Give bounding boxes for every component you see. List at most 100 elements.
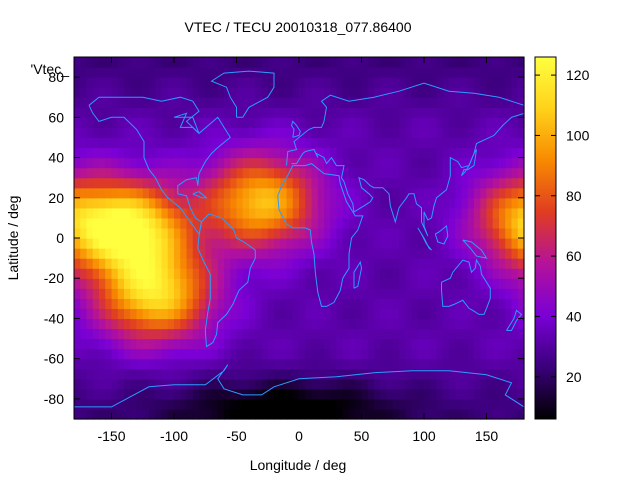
heatmap-cell	[336, 137, 344, 149]
heatmap-cell	[492, 197, 500, 209]
heatmap-cell	[436, 187, 444, 199]
heatmap-cell	[236, 227, 244, 239]
heatmap-cell	[399, 147, 406, 159]
heatmap-cell	[349, 227, 356, 239]
heatmap-cell	[449, 288, 456, 299]
heatmap-cell	[136, 308, 144, 320]
heatmap-cell	[186, 318, 194, 330]
heatmap-cell	[330, 268, 338, 279]
heatmap-cell	[442, 358, 450, 370]
heatmap-cell	[492, 157, 500, 169]
heatmap-cell	[117, 67, 125, 78]
heatmap-cell	[430, 187, 438, 199]
heatmap-cell	[424, 398, 431, 410]
heatmap-cell	[86, 127, 94, 139]
heatmap-cell	[155, 87, 163, 98]
heatmap-cell	[367, 408, 375, 420]
heatmap-cell	[474, 378, 481, 390]
heatmap-cell	[442, 268, 450, 279]
heatmap-cell	[380, 207, 388, 219]
heatmap-cell	[292, 57, 300, 68]
heatmap-cell	[211, 107, 219, 118]
heatmap-cell	[211, 308, 219, 320]
heatmap-cell	[92, 328, 100, 340]
heatmap-cell	[517, 117, 525, 128]
heatmap-cell	[380, 187, 388, 199]
heatmap-cell	[205, 117, 213, 128]
heatmap-cell	[136, 147, 144, 159]
heatmap-cell	[467, 67, 475, 78]
heatmap-cell	[342, 187, 350, 199]
heatmap-cell	[492, 318, 500, 330]
heatmap-cell	[430, 157, 438, 169]
heatmap-cell	[324, 388, 331, 400]
heatmap-cell	[117, 308, 125, 320]
heatmap-cell	[367, 77, 375, 88]
heatmap-cell	[255, 177, 263, 189]
heatmap-cell	[317, 177, 325, 189]
heatmap-cell	[474, 288, 481, 299]
heatmap-cell	[374, 378, 381, 390]
heatmap-cell	[505, 217, 513, 229]
heatmap-cell	[405, 117, 413, 128]
heatmap-cell	[517, 87, 525, 98]
heatmap-cell	[92, 127, 100, 139]
heatmap-cell	[92, 67, 100, 78]
heatmap-cell	[405, 187, 413, 199]
heatmap-cell	[317, 107, 325, 118]
heatmap-cell	[124, 248, 131, 259]
heatmap-cell	[367, 268, 375, 279]
heatmap-cell	[205, 87, 213, 98]
heatmap-cell	[167, 358, 175, 370]
heatmap-cell	[236, 318, 244, 330]
heatmap-cell	[117, 207, 125, 219]
heatmap-cell	[205, 328, 213, 340]
heatmap-cell	[130, 358, 138, 370]
heatmap-cell	[255, 137, 263, 149]
heatmap-cell	[124, 338, 131, 350]
heatmap-cell	[424, 177, 431, 189]
heatmap-cell	[86, 77, 94, 88]
heatmap-cell	[242, 358, 250, 370]
heatmap-cell	[336, 57, 344, 68]
heatmap-cell	[292, 258, 300, 269]
heatmap-cell	[92, 358, 100, 370]
heatmap-cell	[261, 318, 269, 330]
heatmap-cell	[380, 147, 388, 159]
heatmap-cell	[161, 167, 169, 179]
heatmap-cell	[224, 318, 231, 330]
heatmap-cell	[386, 127, 394, 139]
heatmap-cell	[442, 137, 450, 149]
x-tick-label: 0	[295, 428, 303, 444]
heatmap-cell	[317, 217, 325, 229]
heatmap-cell	[424, 258, 431, 269]
heatmap-cell	[280, 388, 288, 400]
heatmap-cell	[417, 338, 425, 350]
heatmap-cell	[155, 388, 163, 400]
heatmap-cell	[205, 378, 213, 390]
heatmap-cell	[480, 97, 488, 108]
heatmap-cell	[130, 187, 138, 199]
heatmap-cell	[511, 368, 519, 380]
heatmap-cell	[486, 248, 494, 259]
heatmap-cell	[92, 117, 100, 128]
heatmap-cell	[436, 197, 444, 209]
heatmap-cell	[186, 167, 194, 179]
heatmap-cell	[349, 378, 356, 390]
heatmap-cell	[492, 278, 500, 289]
heatmap-cell	[392, 177, 400, 189]
heatmap-cell	[436, 157, 444, 169]
heatmap-cell	[305, 328, 313, 340]
heatmap-cell	[399, 77, 406, 88]
heatmap-cell	[74, 187, 81, 199]
heatmap-cell	[255, 107, 263, 118]
heatmap-cell	[117, 197, 125, 209]
heatmap-cell	[411, 167, 419, 179]
heatmap-cell	[499, 117, 506, 128]
heatmap-cell	[136, 137, 144, 149]
heatmap-cell	[349, 288, 356, 299]
heatmap-cell	[192, 368, 200, 380]
heatmap-cell	[255, 308, 263, 320]
heatmap-cell	[211, 117, 219, 128]
